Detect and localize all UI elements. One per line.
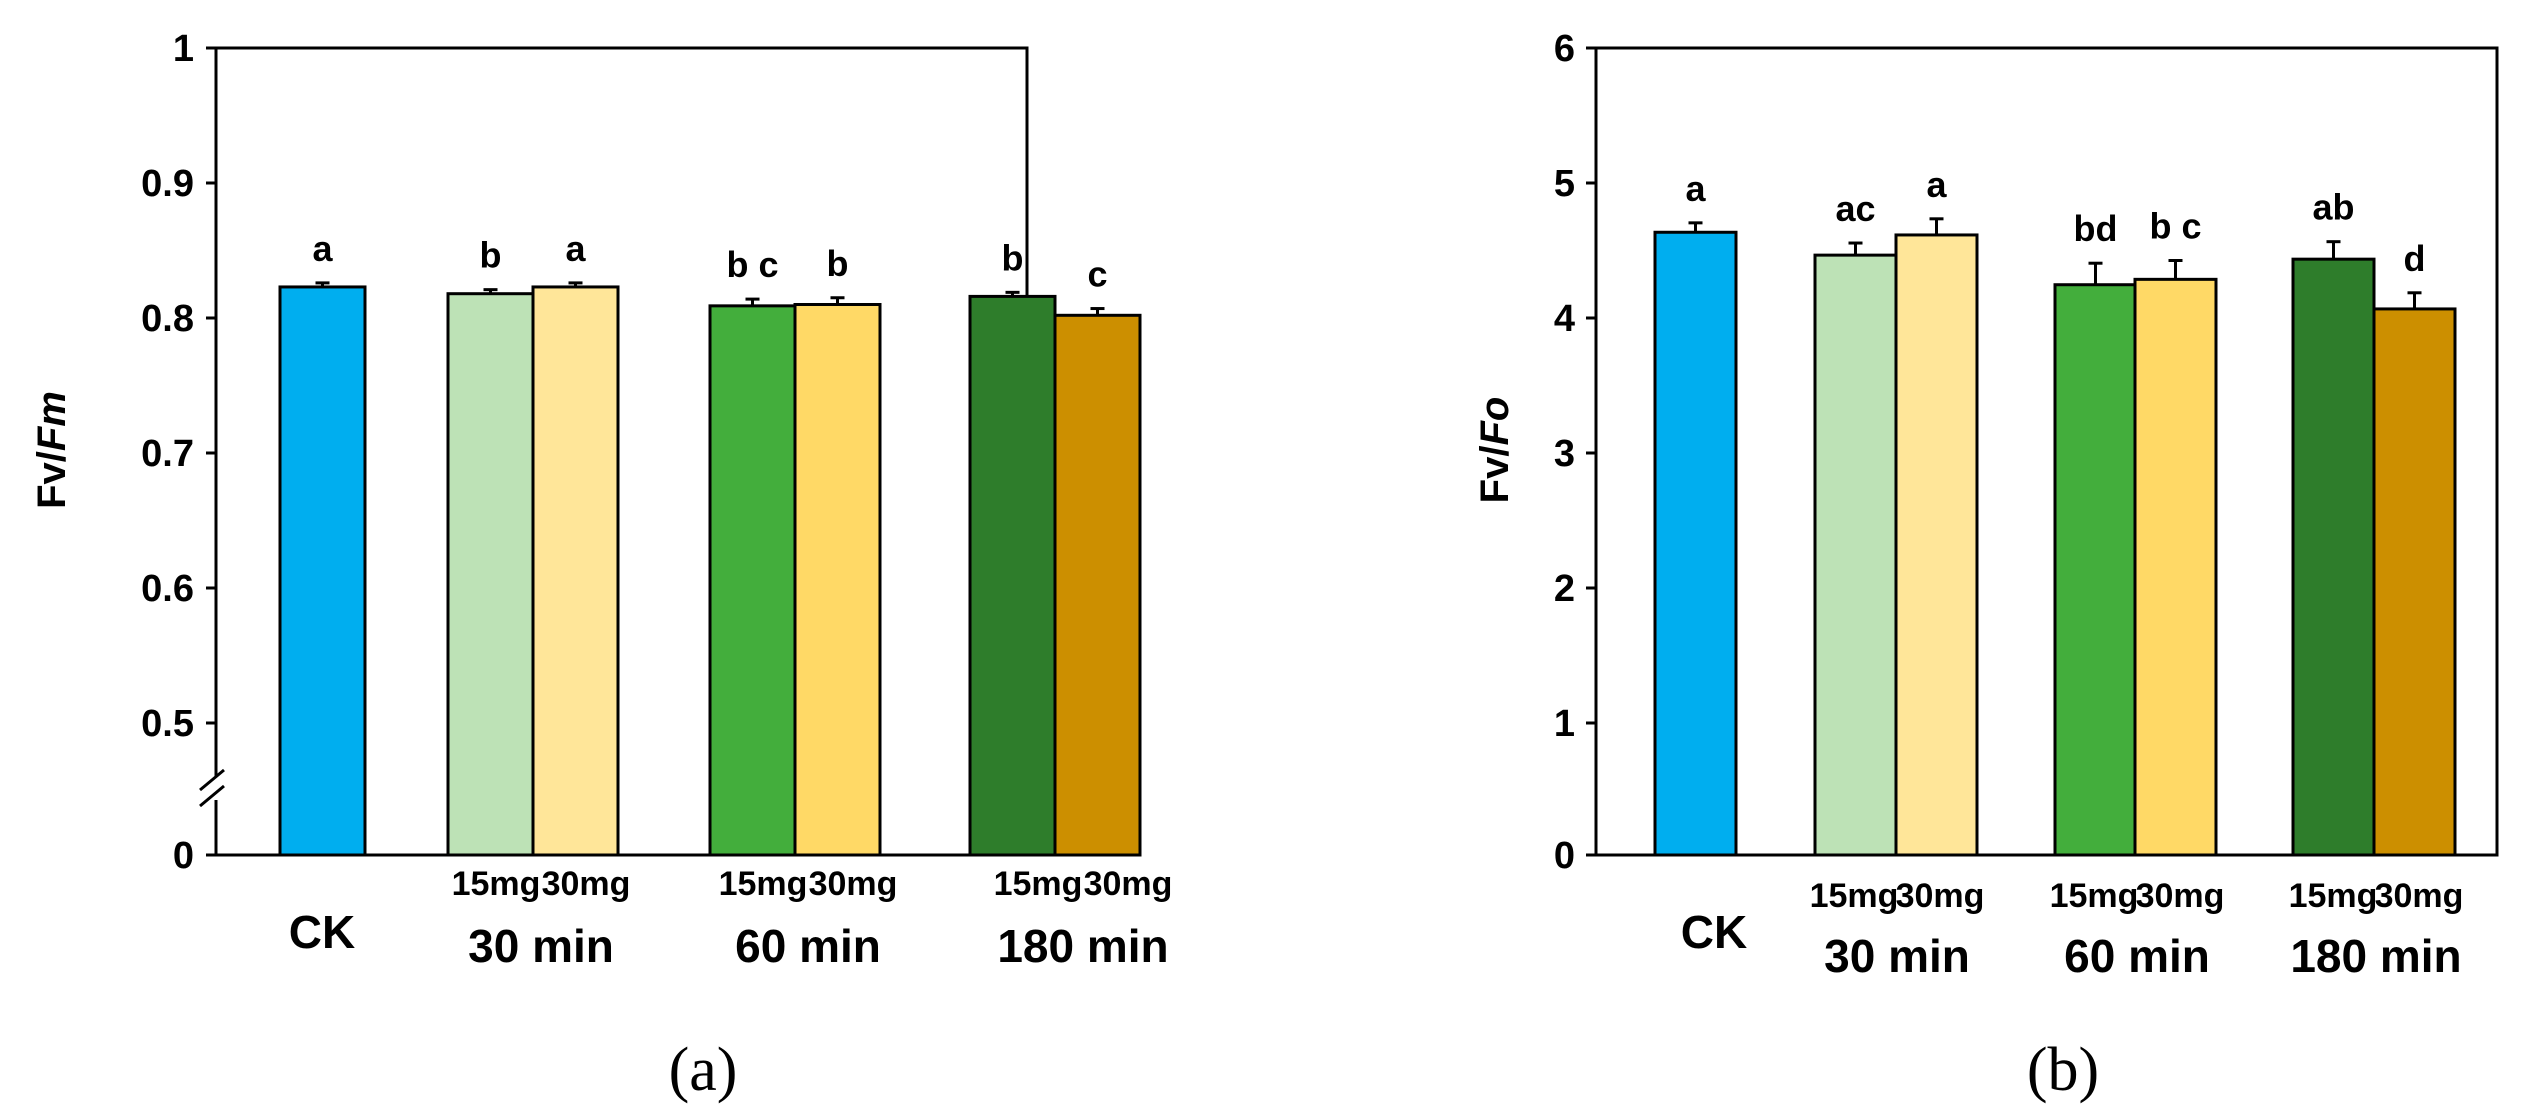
panel-b-dose-label: 30mg — [2136, 877, 2225, 915]
panel-a-bar — [446, 292, 535, 857]
panel-b-bar — [1653, 230, 1738, 857]
panel-a-y-tick-label: 0.8 — [141, 298, 194, 340]
panel-a-y-tick-label: 0.9 — [141, 163, 194, 205]
panel-a-dose-label: 30mg — [542, 865, 631, 903]
panel-a-caption: (a) — [669, 1036, 738, 1104]
panel-a-dose-label: 30mg — [809, 865, 898, 903]
panel-b-y-tick-label: 3 — [1554, 433, 1575, 475]
panel-a-y-tick-label: 0.7 — [141, 433, 194, 475]
panel-a-significance-letter: a — [565, 228, 586, 269]
panel-b-significance-letter: bd — [2074, 208, 2118, 249]
panel-b-dose-label: 30mg — [1896, 877, 1985, 915]
panel-b-significance-letter: d — [2404, 238, 2426, 279]
panel-a-y-axis-label: Fv/Fm — [30, 391, 74, 509]
panel-a-dose-label: 30mg — [1084, 865, 1173, 903]
panel-a-bar — [793, 303, 882, 857]
panel-b-bar — [2053, 283, 2138, 857]
panel-b-significance-letter: ab — [2312, 187, 2354, 228]
panel-b-bar — [2372, 307, 2457, 857]
panel-b-caption: (b) — [2027, 1036, 2099, 1104]
panel-b-dose-label: 30mg — [2375, 877, 2464, 915]
panel-b-bar — [2291, 257, 2376, 857]
panel-b-y-tick-label: 2 — [1554, 568, 1575, 610]
panel-b-y-tick-label: 1 — [1554, 703, 1575, 745]
panel-a-y-tick-label: 0 — [173, 835, 194, 877]
panel-a-y-tick-label: 0.6 — [141, 568, 194, 610]
panel-a-axis-break-gap — [212, 776, 220, 800]
panel-b-significance-letter: a — [1926, 164, 1947, 205]
panel-b-bar — [1894, 233, 1979, 857]
panel-a-axis-break-mark — [199, 784, 225, 808]
panel-b-group-label: 60 min — [2064, 930, 2210, 982]
panel-a-axis-break-mark — [199, 768, 225, 792]
panel-a-y-tick-label: 1 — [173, 28, 194, 70]
panel-b-y-tick-label: 0 — [1554, 835, 1575, 877]
panel-a-dose-label: 15mg — [719, 865, 808, 903]
panel-b-y-tick-label: 5 — [1554, 163, 1575, 205]
panel-a-y-tick-label: 0.5 — [141, 703, 194, 745]
panel-a-bar — [278, 285, 367, 857]
panel-a-bar — [968, 294, 1057, 857]
panel-a-group-label: 180 min — [997, 920, 1168, 972]
panel-b-y-axis-label: Fv/Fo — [1473, 397, 1517, 504]
panel-a-bar — [708, 304, 797, 857]
panel-a-significance-letter: c — [1087, 254, 1107, 295]
panel-a-significance-letter: b c — [726, 244, 778, 285]
panel-b-bar — [2133, 277, 2218, 857]
panel-b-significance-letter: b c — [2149, 206, 2201, 247]
panel-a-significance-letter: b — [827, 243, 849, 284]
panel-b-bar — [1813, 253, 1898, 857]
panel-a-significance-letter: b — [1002, 237, 1024, 278]
panel-a-significance-letter: a — [312, 228, 333, 269]
panel-b-significance-letter: a — [1685, 168, 1706, 209]
panel-a-dose-label: 15mg — [452, 865, 541, 903]
panel-b-dose-label: 15mg — [2289, 877, 2378, 915]
panel-b-ck-label: CK — [1681, 906, 1747, 958]
panel-b-dose-label: 15mg — [2050, 877, 2139, 915]
panel-a-bar — [1053, 313, 1142, 857]
panel-a-dose-label: 15mg — [994, 865, 1083, 903]
panel-a-significance-letter: b — [480, 235, 502, 276]
panel-b-dose-label: 15mg — [1810, 877, 1899, 915]
panel-b-y-tick-label: 4 — [1554, 298, 1575, 340]
panel-a-bar — [531, 285, 620, 857]
panel-b-y-tick-label: 6 — [1554, 28, 1575, 70]
panel-a-ck-label: CK — [289, 906, 355, 958]
panel-b-group-label: 30 min — [1824, 930, 1970, 982]
panel-b-significance-letter: ac — [1835, 188, 1875, 229]
panel-a-group-label: 60 min — [735, 920, 881, 972]
panel-a-group-label: 30 min — [468, 920, 614, 972]
panel-b-group-label: 180 min — [2290, 930, 2461, 982]
